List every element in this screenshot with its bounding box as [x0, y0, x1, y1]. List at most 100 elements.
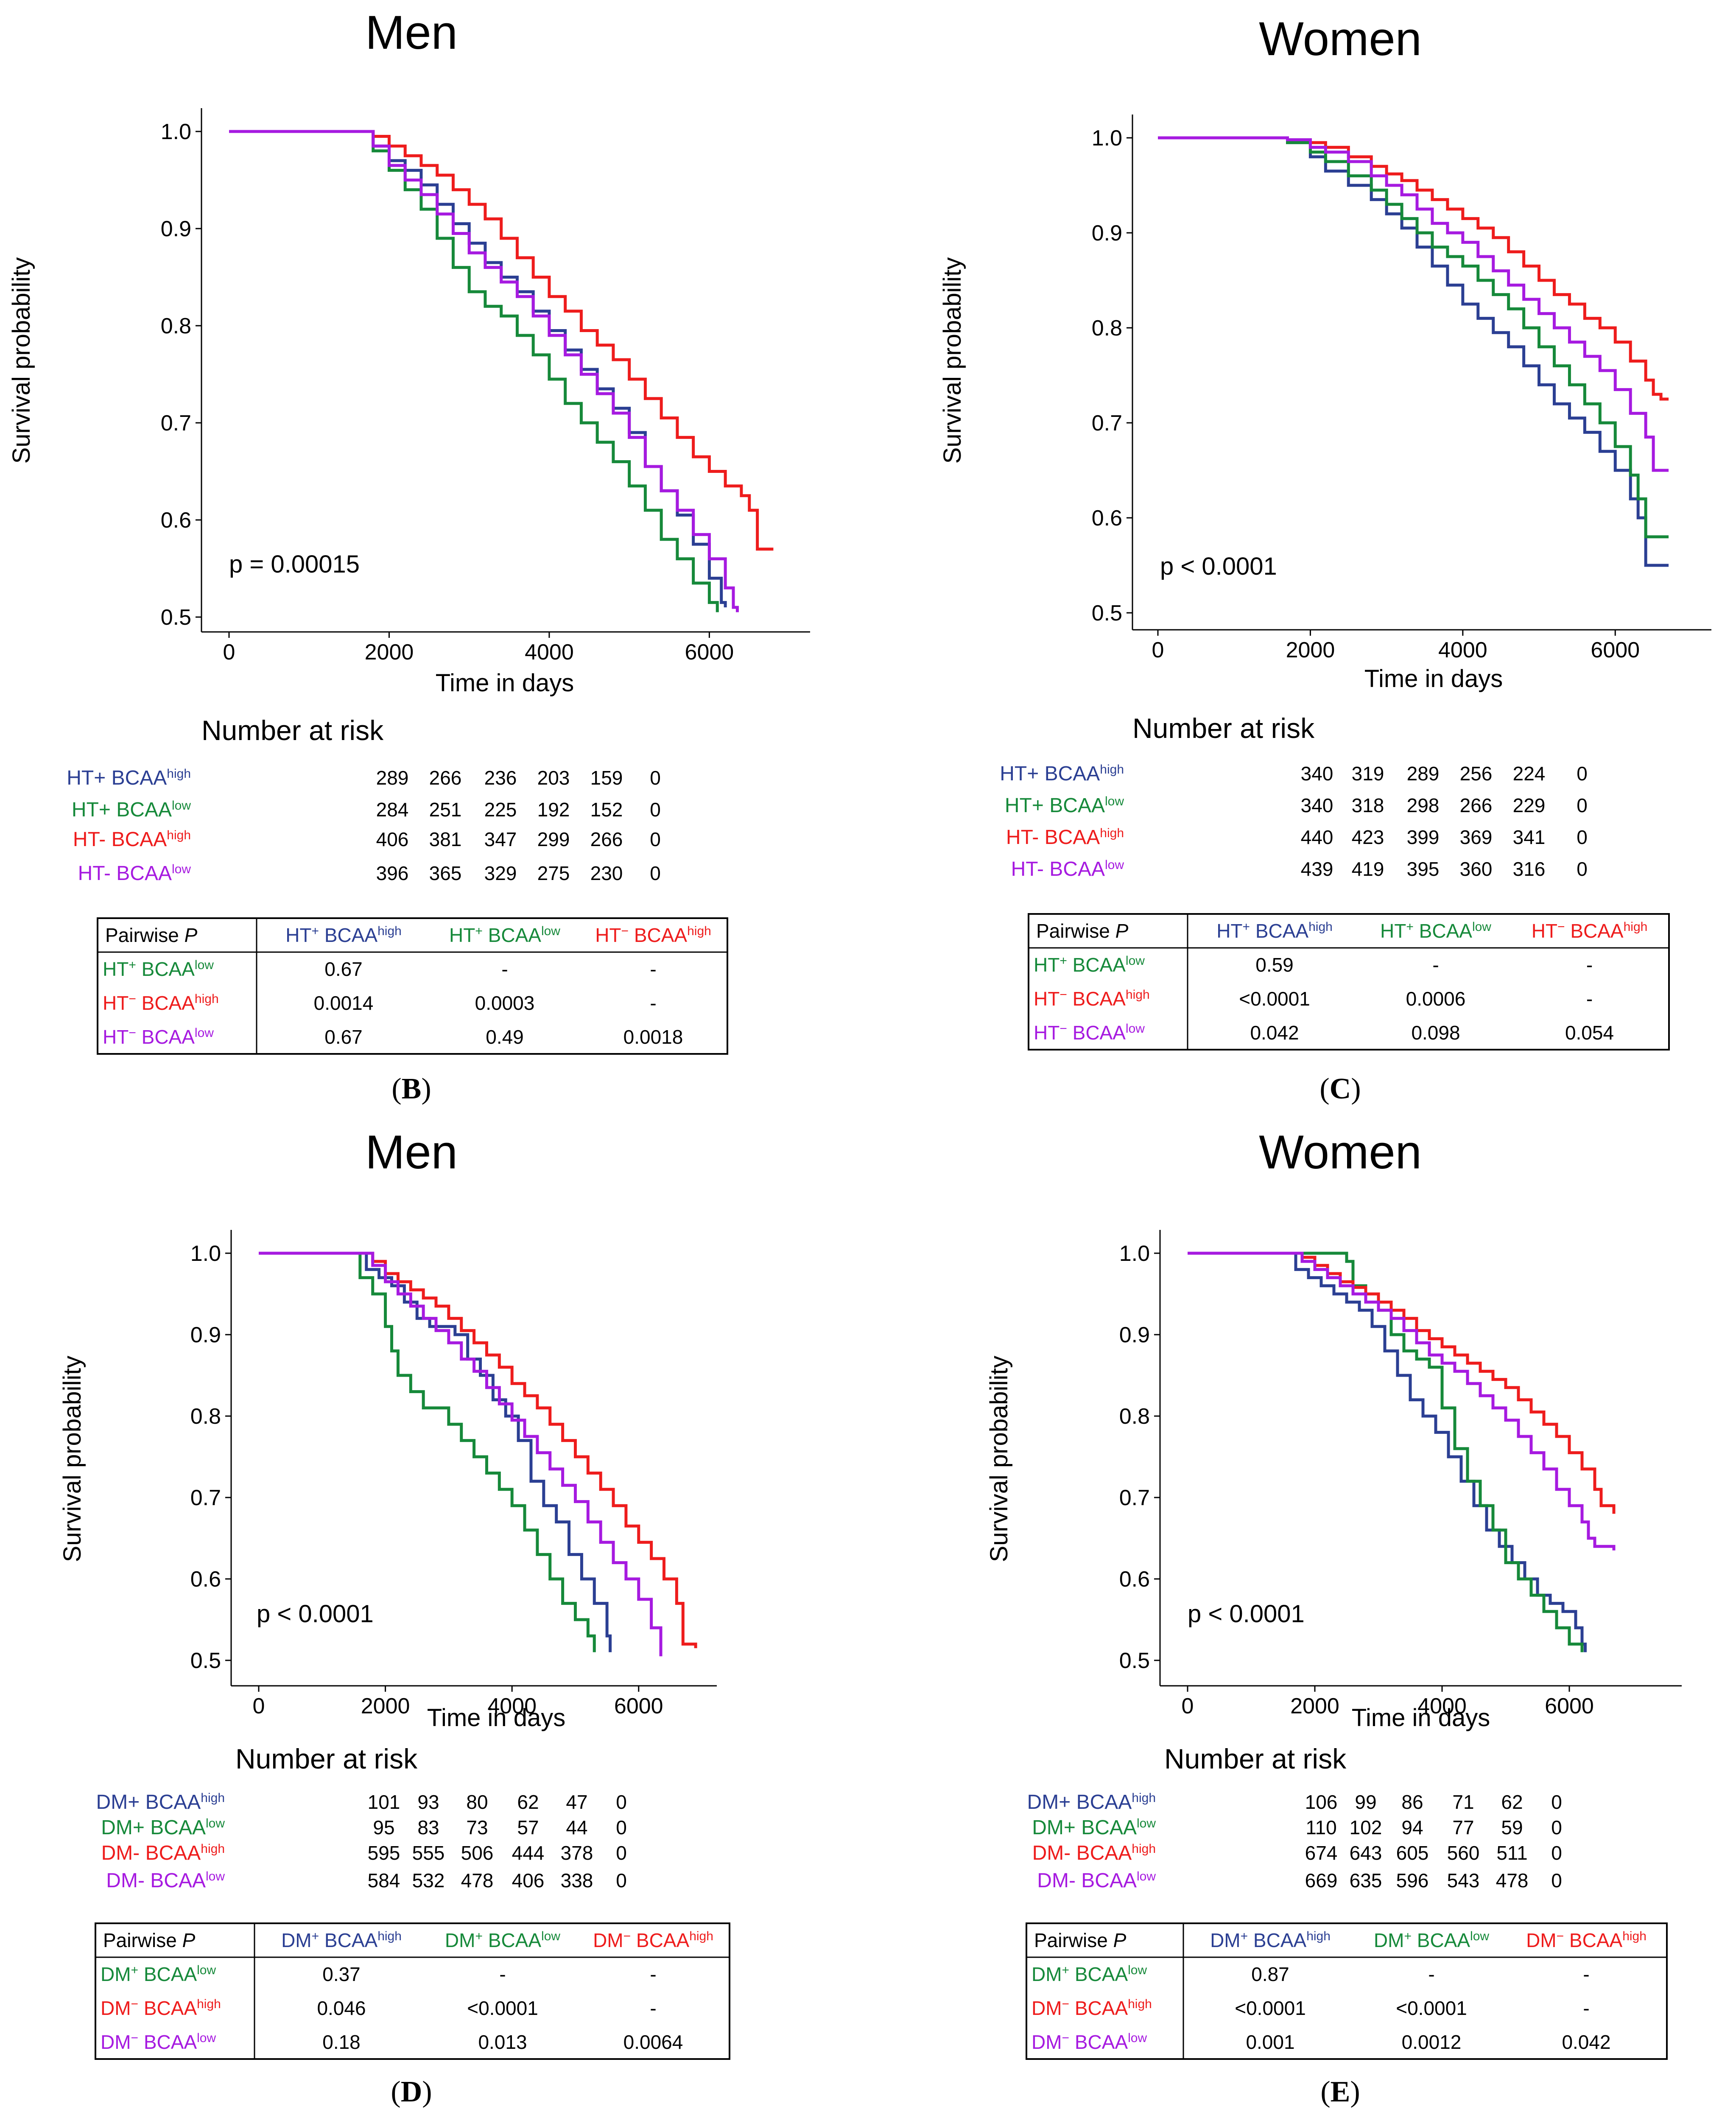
- pairwise-row-label: HT+ BCAAlow: [103, 958, 214, 981]
- number-at-risk-value: 532: [412, 1869, 445, 1891]
- y-tick-label: 0.5: [190, 1648, 221, 1673]
- pairwise-column-header: DM+ BCAAlow: [445, 1929, 560, 1952]
- number-at-risk-value: 0: [1551, 1869, 1562, 1891]
- x-tick-label: 2000: [365, 640, 414, 665]
- pairwise-table-border: [1026, 1922, 1668, 2060]
- number-at-risk-label: HT+ BCAAlow: [72, 799, 191, 821]
- pairwise-value: 0.042: [1562, 2031, 1610, 2053]
- axes: 0.5 0.6 0.7 0.8 0.9 1.0 0 2000 4000 6000: [1119, 1230, 1682, 1718]
- pairwise-value: -: [1586, 954, 1593, 976]
- pairwise-value: 0.013: [478, 2031, 527, 2053]
- pairwise-corner-label: Pairwise P: [1036, 920, 1129, 942]
- number-at-risk-value: 106: [1305, 1791, 1338, 1813]
- number-at-risk-value: 406: [376, 828, 409, 850]
- panel-title: Men: [365, 6, 458, 59]
- panel-C: Women 0.5 0.6 0.7 0.8 0.9 1.0 0 2000 4000 6000 Time…: [939, 12, 1711, 1105]
- x-tick-label: 0: [1152, 638, 1164, 662]
- number-at-risk-title: Number at risk: [1164, 1743, 1347, 1774]
- survival-curve-1: [259, 1252, 612, 1652]
- pairwise-value: -: [499, 1963, 506, 1985]
- y-tick-label: 0.9: [161, 217, 191, 241]
- number-at-risk-value: 395: [1407, 858, 1440, 880]
- pairwise-value: -: [1583, 1997, 1589, 2019]
- number-at-risk-value: 44: [566, 1816, 587, 1838]
- number-at-risk-value: 643: [1350, 1842, 1382, 1864]
- pairwise-row-label: DM− BCAAhigh: [1032, 1997, 1152, 2020]
- panel-letter: (C): [1319, 1073, 1361, 1105]
- number-at-risk-value: 419: [1352, 858, 1384, 880]
- survival-curve-2: [1158, 136, 1669, 539]
- number-at-risk-value: 225: [484, 799, 517, 821]
- x-tick-label: 6000: [685, 640, 734, 665]
- x-tick-label: 0: [253, 1694, 265, 1718]
- pairwise-value: 0.59: [1255, 954, 1294, 976]
- pairwise-value: <0.0001: [1239, 988, 1310, 1010]
- panel-title: Women: [1259, 12, 1422, 65]
- x-tick-label: 6000: [1545, 1694, 1594, 1718]
- number-at-risk-value: 152: [590, 799, 623, 821]
- survival-curve-4: [1158, 136, 1669, 472]
- number-at-risk-value: 360: [1460, 858, 1493, 880]
- pairwise-value: 0.042: [1250, 1022, 1299, 1044]
- panel-title: Women: [1259, 1126, 1422, 1179]
- number-at-risk-value: 0: [1577, 794, 1588, 816]
- pairwise-row-label: HT− BCAAlow: [103, 1026, 214, 1048]
- number-at-risk-value: 0: [650, 862, 661, 884]
- axes: 0.5 0.6 0.7 0.8 0.9 1.0 0 2000 4000 6000: [1092, 115, 1711, 662]
- x-tick-label: 0: [1182, 1694, 1194, 1718]
- number-at-risk-value: 289: [376, 767, 409, 789]
- number-at-risk-value: 669: [1305, 1869, 1338, 1891]
- pairwise-column-header: DM− BCAAhigh: [1526, 1929, 1647, 1952]
- axes: 0.5 0.6 0.7 0.8 0.9 1.0 0 2000 4000 6000: [161, 108, 810, 665]
- number-at-risk-value: 99: [1355, 1791, 1376, 1813]
- number-at-risk-value: 0: [1577, 826, 1588, 848]
- number-at-risk-title: Number at risk: [235, 1743, 418, 1774]
- survival-curve-4: [229, 130, 739, 612]
- y-tick-label: 0.7: [1119, 1486, 1150, 1510]
- number-at-risk-value: 506: [461, 1842, 494, 1864]
- number-at-risk-value: 94: [1401, 1816, 1423, 1838]
- pairwise-row-label: HT− BCAAlow: [1034, 1022, 1145, 1044]
- survival-curve-4: [1188, 1252, 1616, 1551]
- number-at-risk-label: DM+ BCAAlow: [101, 1816, 225, 1839]
- number-at-risk-value: 229: [1513, 794, 1546, 816]
- pairwise-corner-label: Pairwise P: [1034, 1929, 1127, 1951]
- number-at-risk-value: 62: [1501, 1791, 1523, 1813]
- number-at-risk-value: 71: [1452, 1791, 1474, 1813]
- number-at-risk-value: 77: [1452, 1816, 1474, 1838]
- pairwise-value: 0.67: [324, 1026, 363, 1048]
- pairwise-column-header: DM+ BCAAhigh: [281, 1929, 402, 1952]
- pairwise-table-border: [95, 1922, 730, 2060]
- number-at-risk-value: 47: [566, 1791, 587, 1813]
- y-tick-label: 0.7: [1092, 411, 1122, 436]
- survival-curve-3: [1188, 1252, 1616, 1514]
- number-at-risk-value: 110: [1305, 1816, 1336, 1838]
- y-tick-label: 0.8: [190, 1404, 221, 1429]
- pairwise-table: Pairwise P DM+ BCAAhigh DM+ BCAAlow DM− BCA…: [95, 1922, 730, 2060]
- number-at-risk-value: 93: [417, 1791, 439, 1813]
- y-axis-label: Survival probability: [939, 257, 966, 464]
- x-tick-label: 2000: [1286, 638, 1335, 662]
- panel-B: Men 0.5 0.6 0.7 0.8 0.9 1.0 0 2000 4000 6000 Time i…: [8, 6, 810, 1105]
- number-at-risk-value: 440: [1301, 826, 1333, 848]
- number-at-risk-value: 0: [1551, 1816, 1562, 1838]
- x-tick-label: 4000: [525, 640, 574, 665]
- panel-letter: (E): [1320, 2076, 1360, 2108]
- number-at-risk-label: HT- BCAAlow: [1011, 858, 1124, 881]
- number-at-risk-value: 203: [537, 767, 570, 789]
- y-axis-label: Survival probability: [8, 257, 35, 464]
- pairwise-value: -: [650, 1963, 656, 1985]
- y-tick-label: 0.5: [161, 605, 191, 630]
- number-at-risk-value: 340: [1301, 763, 1333, 785]
- y-axis-label: Survival probability: [59, 1356, 86, 1562]
- y-tick-label: 0.8: [1119, 1404, 1150, 1429]
- pairwise-value: 0.37: [322, 1963, 361, 1985]
- number-at-risk-value: 338: [561, 1869, 593, 1891]
- pairwise-value: <0.0001: [1235, 1997, 1306, 2019]
- number-at-risk-value: 101: [368, 1791, 400, 1813]
- number-at-risk-value: 0: [1577, 858, 1588, 880]
- pairwise-column-header: DM+ BCAAlow: [1374, 1929, 1489, 1952]
- pairwise-value: 0.054: [1565, 1022, 1614, 1044]
- number-at-risk-value: 266: [1460, 794, 1493, 816]
- y-tick-label: 1.0: [190, 1241, 221, 1266]
